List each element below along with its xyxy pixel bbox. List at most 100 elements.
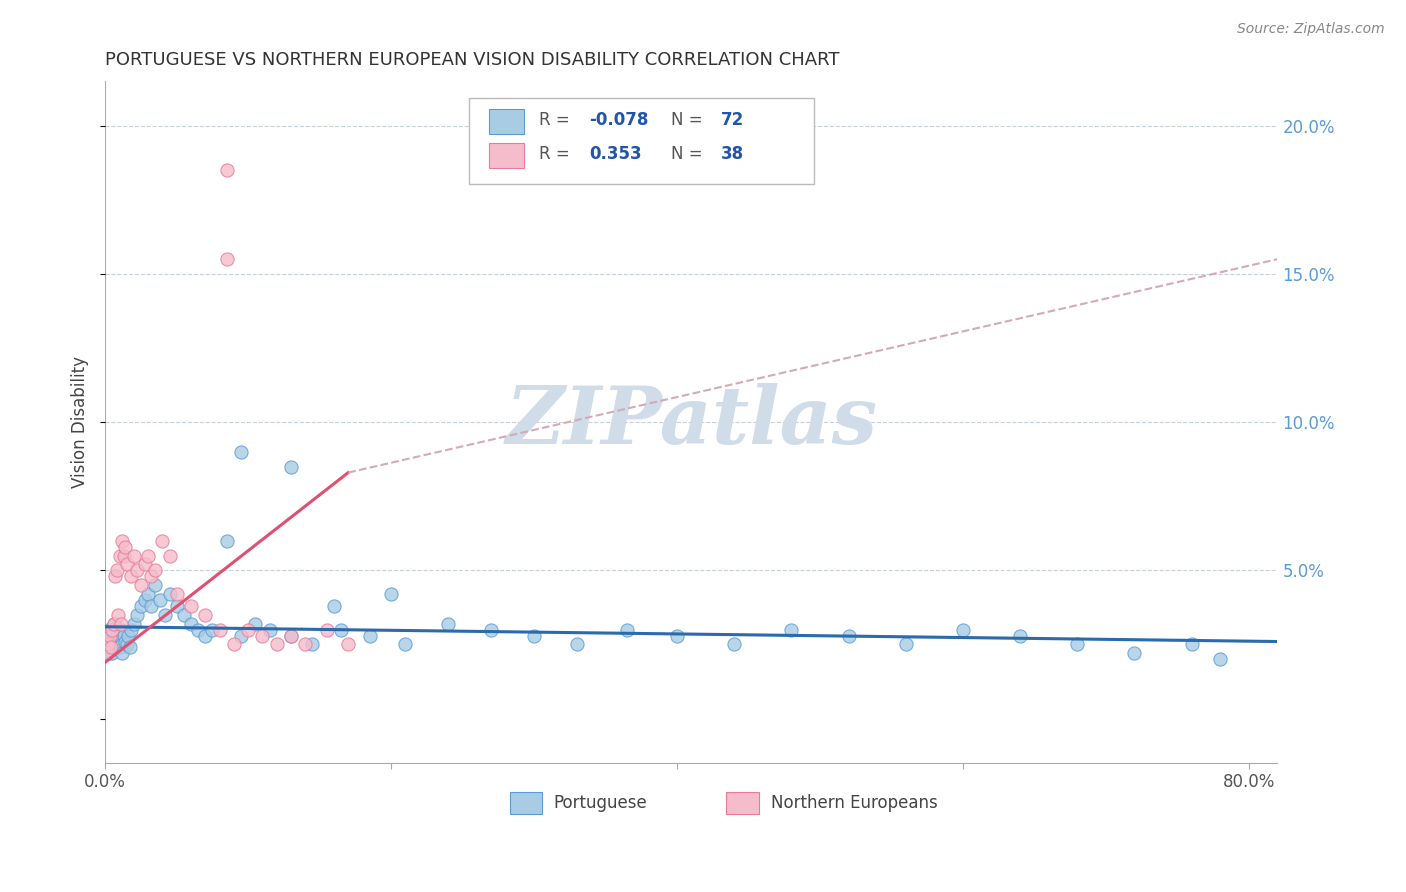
Point	[616, 623, 638, 637]
Point	[108, 549, 131, 563]
Point	[280, 629, 302, 643]
Point	[838, 629, 860, 643]
FancyBboxPatch shape	[488, 110, 523, 134]
Point	[97, 638, 120, 652]
Point	[187, 623, 209, 637]
Point	[105, 623, 128, 637]
Point	[96, 629, 118, 643]
Point	[666, 629, 689, 643]
Point	[238, 623, 260, 637]
Point	[139, 569, 162, 583]
Point	[143, 578, 166, 592]
Point	[98, 632, 121, 646]
Point	[120, 569, 142, 583]
Point	[112, 549, 135, 563]
FancyBboxPatch shape	[727, 792, 759, 814]
Point	[215, 163, 238, 178]
Point	[723, 638, 745, 652]
Point	[98, 646, 121, 660]
Point	[180, 616, 202, 631]
Point	[222, 638, 245, 652]
Point	[107, 607, 129, 622]
Text: 38: 38	[721, 145, 744, 163]
Point	[194, 629, 217, 643]
Point	[194, 607, 217, 622]
Point	[101, 646, 124, 660]
Point	[111, 638, 134, 652]
Point	[330, 623, 353, 637]
Point	[294, 638, 316, 652]
Point	[122, 549, 145, 563]
Point	[104, 640, 127, 655]
Point	[105, 629, 128, 643]
Point	[114, 634, 136, 648]
Point	[166, 587, 188, 601]
Point	[136, 549, 159, 563]
Text: R =: R =	[538, 145, 575, 163]
Point	[259, 623, 281, 637]
Point	[101, 629, 124, 643]
Point	[229, 629, 252, 643]
Point	[122, 616, 145, 631]
Point	[159, 587, 181, 601]
Point	[103, 616, 125, 631]
Point	[97, 623, 120, 637]
FancyBboxPatch shape	[509, 792, 543, 814]
Text: PORTUGUESE VS NORTHERN EUROPEAN VISION DISABILITY CORRELATION CHART: PORTUGUESE VS NORTHERN EUROPEAN VISION D…	[105, 51, 839, 69]
Text: -0.078: -0.078	[589, 112, 648, 129]
Point	[780, 623, 803, 637]
Point	[173, 607, 195, 622]
Point	[129, 578, 152, 592]
Point	[215, 252, 238, 267]
Point	[148, 593, 170, 607]
Point	[108, 629, 131, 643]
Point	[98, 629, 121, 643]
Point	[1181, 638, 1204, 652]
Text: 72: 72	[721, 112, 744, 129]
Text: ZIPatlas: ZIPatlas	[505, 384, 877, 461]
Point	[1066, 638, 1088, 652]
Text: Northern Europeans: Northern Europeans	[770, 794, 938, 812]
Point	[523, 629, 546, 643]
Point	[115, 558, 138, 572]
Point	[894, 638, 917, 652]
Point	[323, 599, 346, 613]
Point	[280, 459, 302, 474]
Point	[108, 640, 131, 655]
Point	[100, 623, 122, 637]
Point	[134, 593, 156, 607]
Point	[107, 634, 129, 648]
Point	[134, 558, 156, 572]
Text: Source: ZipAtlas.com: Source: ZipAtlas.com	[1237, 22, 1385, 37]
Point	[1010, 629, 1032, 643]
Text: 0.353: 0.353	[589, 145, 643, 163]
Point	[143, 563, 166, 577]
Point	[337, 638, 360, 652]
Point	[394, 638, 416, 652]
Point	[136, 587, 159, 601]
Point	[104, 569, 127, 583]
Point	[565, 638, 588, 652]
Point	[479, 623, 502, 637]
Point	[112, 629, 135, 643]
Point	[1209, 652, 1232, 666]
Point	[201, 623, 224, 637]
Point	[117, 629, 139, 643]
Point	[110, 623, 132, 637]
Point	[437, 616, 460, 631]
Point	[245, 616, 267, 631]
Point	[125, 607, 148, 622]
Point	[114, 540, 136, 554]
Point	[125, 563, 148, 577]
Y-axis label: Vision Disability: Vision Disability	[72, 356, 89, 488]
FancyBboxPatch shape	[488, 144, 523, 168]
Point	[100, 634, 122, 648]
Point	[952, 623, 974, 637]
Point	[129, 599, 152, 613]
Point	[180, 599, 202, 613]
Point	[111, 646, 134, 660]
Point	[115, 638, 138, 652]
Point	[301, 638, 323, 652]
Point	[103, 638, 125, 652]
Point	[96, 646, 118, 660]
